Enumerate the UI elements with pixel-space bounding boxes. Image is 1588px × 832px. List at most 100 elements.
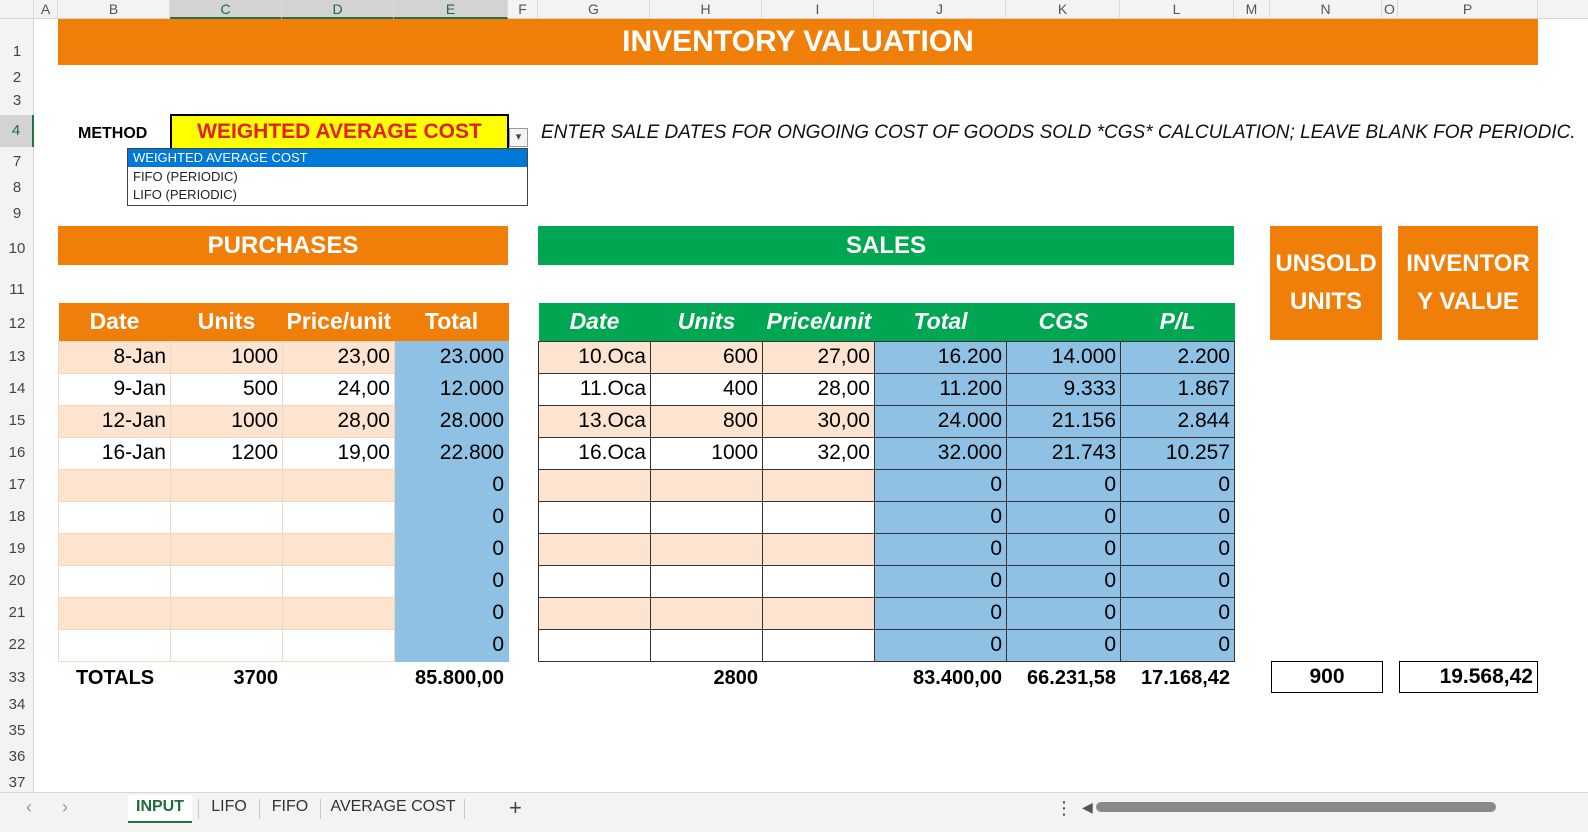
row-header[interactable]: 33	[8, 669, 26, 686]
cell[interactable]: 0	[1120, 628, 1235, 662]
cell[interactable]: 27,00	[762, 340, 875, 374]
cell[interactable]: 8-Jan	[58, 340, 171, 374]
cell[interactable]: 12-Jan	[58, 404, 171, 438]
cell[interactable]: 800	[650, 404, 763, 438]
cell[interactable]	[58, 596, 171, 630]
column-header-n[interactable]: N	[1270, 0, 1382, 19]
column-header-i[interactable]: I	[762, 0, 874, 19]
unsold-units-value[interactable]: 900	[1271, 661, 1383, 693]
sales-total-units[interactable]: 2800	[713, 667, 759, 689]
cell[interactable]: 9-Jan	[58, 372, 171, 406]
cell[interactable]	[538, 628, 651, 662]
row-header[interactable]: 35	[8, 722, 26, 739]
cell[interactable]	[170, 468, 283, 502]
column-header-c[interactable]: C	[170, 0, 282, 19]
cell[interactable]: 24.000	[874, 404, 1007, 438]
cell[interactable]	[282, 500, 395, 534]
cell[interactable]	[650, 596, 763, 630]
cell[interactable]: 1.867	[1120, 372, 1235, 406]
cell[interactable]: 21.156	[1006, 404, 1121, 438]
cell[interactable]: 10.257	[1120, 436, 1235, 470]
row-header[interactable]: 13	[8, 348, 26, 365]
tab-average-cost[interactable]: AVERAGE COST	[330, 798, 456, 815]
cell[interactable]: 23.000	[394, 340, 509, 374]
row-header[interactable]: 37	[8, 774, 26, 791]
cell[interactable]: 16-Jan	[58, 436, 171, 470]
cell[interactable]: 0	[874, 564, 1007, 598]
more-options-icon[interactable]: ⋮	[1055, 798, 1073, 818]
cell[interactable]: 21.743	[1006, 436, 1121, 470]
cell[interactable]	[170, 628, 283, 662]
column-header-d[interactable]: D	[282, 0, 394, 19]
cell[interactable]	[58, 628, 171, 662]
cell[interactable]: 0	[394, 532, 509, 566]
method-select-cell[interactable]: WEIGHTED AVERAGE COST	[170, 114, 509, 150]
cell[interactable]: 1000	[650, 436, 763, 470]
row-header[interactable]: 17	[8, 476, 26, 493]
dropdown-option-lifo[interactable]: LIFO (PERIODIC)	[133, 187, 238, 202]
column-header-g[interactable]: G	[538, 0, 650, 19]
column-header-f[interactable]: F	[508, 0, 538, 19]
row-header[interactable]: 19	[8, 540, 26, 557]
cell[interactable]	[282, 628, 395, 662]
row-header[interactable]: 22	[8, 636, 26, 653]
chevron-left-icon[interactable]: ‹	[26, 797, 32, 817]
cell[interactable]: 22.800	[394, 436, 509, 470]
sales-total-pl[interactable]: 17.168,42	[1141, 667, 1230, 689]
cell[interactable]: 0	[874, 532, 1007, 566]
cell[interactable]	[282, 468, 395, 502]
cell[interactable]: 28.000	[394, 404, 509, 438]
row-header[interactable]: 9	[12, 205, 22, 222]
cell[interactable]: 0	[394, 596, 509, 630]
cell[interactable]	[650, 500, 763, 534]
cell[interactable]: 10.Oca	[538, 340, 651, 374]
column-header-e[interactable]: E	[394, 0, 508, 19]
cell[interactable]: 12.000	[394, 372, 509, 406]
cell[interactable]: 13.Oca	[538, 404, 651, 438]
dropdown-option-weighted-average[interactable]: WEIGHTED AVERAGE COST	[128, 149, 527, 167]
row-header[interactable]: 1	[12, 43, 22, 60]
cell[interactable]: 2.844	[1120, 404, 1235, 438]
purchases-total-units[interactable]: 3700	[233, 667, 279, 689]
cell[interactable]: 0	[1006, 532, 1121, 566]
cell[interactable]: 11.200	[874, 372, 1007, 406]
cell[interactable]	[170, 596, 283, 630]
cell[interactable]: 24,00	[282, 372, 395, 406]
column-header-k[interactable]: K	[1006, 0, 1120, 19]
row-header[interactable]: 16	[8, 444, 26, 461]
cell[interactable]	[762, 532, 875, 566]
row-header[interactable]: 15	[8, 412, 26, 429]
cell[interactable]: 1200	[170, 436, 283, 470]
cell[interactable]	[282, 532, 395, 566]
row-header[interactable]: 18	[8, 508, 26, 525]
dropdown-arrow-button[interactable]: ▾	[509, 128, 528, 147]
cell[interactable]: 0	[1120, 596, 1235, 630]
sales-total-value[interactable]: 83.400,00	[913, 667, 1002, 689]
cell[interactable]: 500	[170, 372, 283, 406]
cell[interactable]: 2.200	[1120, 340, 1235, 374]
cell[interactable]: 9.333	[1006, 372, 1121, 406]
sales-total-cgs[interactable]: 66.231,58	[1027, 667, 1116, 689]
cell[interactable]	[282, 596, 395, 630]
row-header[interactable]: 21	[8, 604, 26, 621]
cell[interactable]: 400	[650, 372, 763, 406]
cell[interactable]	[170, 564, 283, 598]
cell[interactable]	[762, 564, 875, 598]
tab-input[interactable]: INPUT	[128, 795, 192, 823]
cell[interactable]	[282, 564, 395, 598]
chevron-right-icon[interactable]: ›	[62, 797, 68, 817]
row-header[interactable]: 12	[8, 315, 26, 332]
cell[interactable]	[538, 468, 651, 502]
cell[interactable]: 1000	[170, 404, 283, 438]
cell[interactable]	[650, 628, 763, 662]
cell[interactable]: 23,00	[282, 340, 395, 374]
add-sheet-icon[interactable]: +	[509, 795, 522, 820]
cell[interactable]	[762, 468, 875, 502]
cell[interactable]: 1000	[170, 340, 283, 374]
cell[interactable]	[762, 596, 875, 630]
row-header[interactable]: 8	[12, 179, 22, 196]
cell[interactable]	[170, 500, 283, 534]
cell[interactable]: 0	[394, 564, 509, 598]
cell[interactable]: 0	[394, 468, 509, 502]
cell[interactable]	[58, 500, 171, 534]
